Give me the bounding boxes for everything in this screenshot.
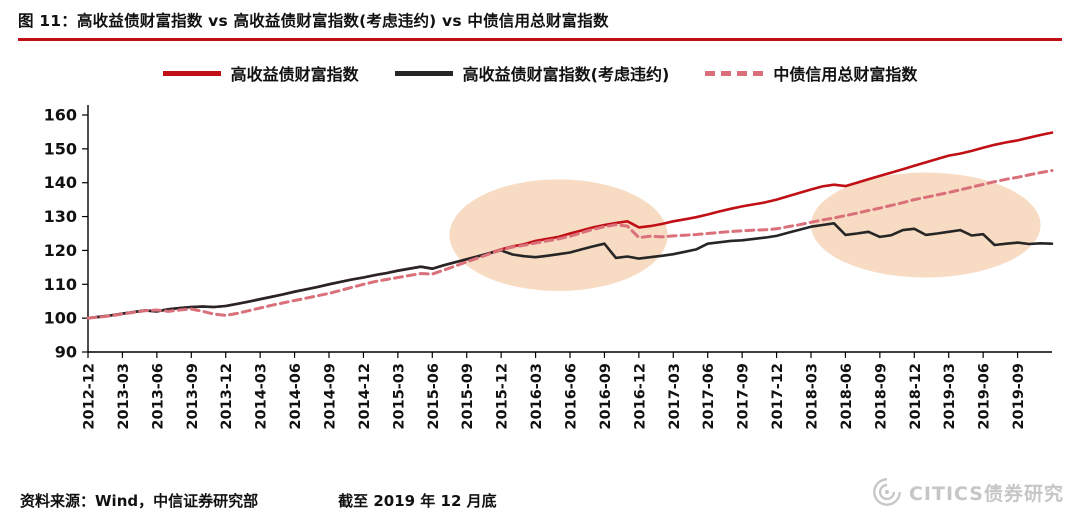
legend-line-sample-solid-red bbox=[162, 70, 221, 76]
x-tick-label: 2014-06 bbox=[288, 363, 304, 430]
title-divider bbox=[18, 38, 1062, 41]
x-tick-label: 2017-12 bbox=[770, 363, 786, 430]
chart-legend: 高收益债财富指数 高收益债财富指数(考虑违约) 中债信用总财富指数 bbox=[0, 61, 1080, 85]
y-tick-label: 120 bbox=[44, 241, 77, 260]
x-tick-label: 2012-12 bbox=[82, 363, 98, 430]
highlight-ellipse bbox=[449, 179, 668, 292]
x-tick-label: 2013-06 bbox=[150, 363, 166, 430]
asof-note: 截至 2019 年 12 月底 bbox=[338, 492, 497, 510]
legend-line-sample-solid-black bbox=[394, 70, 453, 76]
x-tick-label: 2014-03 bbox=[254, 363, 270, 430]
x-tick-label: 2017-06 bbox=[701, 363, 717, 430]
x-tick-label: 2019-03 bbox=[942, 363, 958, 430]
series-line-2 bbox=[86, 222, 1054, 320]
x-tick-label: 2013-09 bbox=[185, 363, 201, 430]
x-tick-label: 2015-06 bbox=[426, 363, 442, 430]
x-tick-label: 2016-03 bbox=[529, 363, 545, 430]
x-tick-label: 2015-12 bbox=[495, 363, 511, 430]
figure-footer: 资料来源：Wind，中信证券研究部 截至 2019 年 12 月底 bbox=[20, 490, 497, 511]
x-tick-label: 2013-03 bbox=[116, 363, 132, 430]
x-tick-label: 2018-12 bbox=[908, 363, 924, 430]
highlight-ellipse bbox=[811, 172, 1041, 278]
legend-item-high-yield-default-adjusted: 高收益债财富指数(考虑违约) bbox=[394, 61, 670, 85]
source-note: 资料来源：Wind，中信证券研究部 bbox=[20, 492, 259, 510]
x-tick-label: 2017-03 bbox=[667, 363, 683, 430]
x-tick-label: 2018-06 bbox=[839, 363, 855, 430]
x-tick-label: 2016-12 bbox=[632, 363, 648, 430]
x-tick-label: 2014-09 bbox=[323, 363, 339, 430]
figure-title: 图 11：高收益债财富指数 vs 高收益债财富指数(考虑违约) vs 中债信用总… bbox=[18, 12, 609, 30]
y-tick-label: 90 bbox=[55, 343, 77, 362]
citics-phoenix-logo bbox=[873, 478, 901, 506]
x-tick-label: 2018-03 bbox=[805, 363, 821, 430]
y-tick-label: 140 bbox=[44, 173, 77, 192]
watermark-text: CITICS债券研究 bbox=[908, 482, 1064, 505]
legend-label: 高收益债财富指数(考虑违约) bbox=[462, 65, 670, 84]
legend-line-sample-dashed-pink bbox=[705, 70, 764, 76]
figure-header: 图 11：高收益债财富指数 vs 高收益债财富指数(考虑违约) vs 中债信用总… bbox=[0, 0, 1080, 41]
legend-item-chinabond-credit-index: 中债信用总财富指数 bbox=[705, 61, 917, 85]
line-chart: 90 100 110 120 130 140 150 160 2012-12 2013-03 201… bbox=[44, 105, 1054, 430]
x-tick-label: 2018-09 bbox=[873, 363, 889, 430]
y-tick-label: 110 bbox=[44, 275, 77, 294]
legend-label: 高收益债财富指数 bbox=[230, 65, 359, 84]
x-tick-label: 2014-12 bbox=[357, 363, 373, 430]
y-tick-label: 160 bbox=[44, 106, 77, 125]
x-tick-label: 2017-09 bbox=[736, 363, 752, 430]
y-tick-label: 100 bbox=[44, 309, 77, 328]
y-tick-label: 130 bbox=[44, 207, 77, 226]
legend-item-high-yield-index: 高收益债财富指数 bbox=[162, 61, 359, 85]
series-line-3 bbox=[86, 169, 1054, 320]
x-tick-label: 2016-09 bbox=[598, 363, 614, 430]
watermark: CITICS债券研究 bbox=[872, 477, 1064, 507]
legend-label: 中债信用总财富指数 bbox=[773, 65, 918, 84]
x-tick-label: 2015-09 bbox=[460, 363, 476, 430]
x-tick-label: 2019-06 bbox=[977, 363, 993, 430]
x-tick-label: 2016-06 bbox=[564, 363, 580, 430]
x-tick-label: 2013-12 bbox=[219, 363, 235, 430]
y-tick-label: 150 bbox=[44, 139, 77, 158]
x-tick-label: 2019-09 bbox=[1011, 363, 1027, 430]
x-tick-label: 2015-03 bbox=[391, 363, 407, 430]
